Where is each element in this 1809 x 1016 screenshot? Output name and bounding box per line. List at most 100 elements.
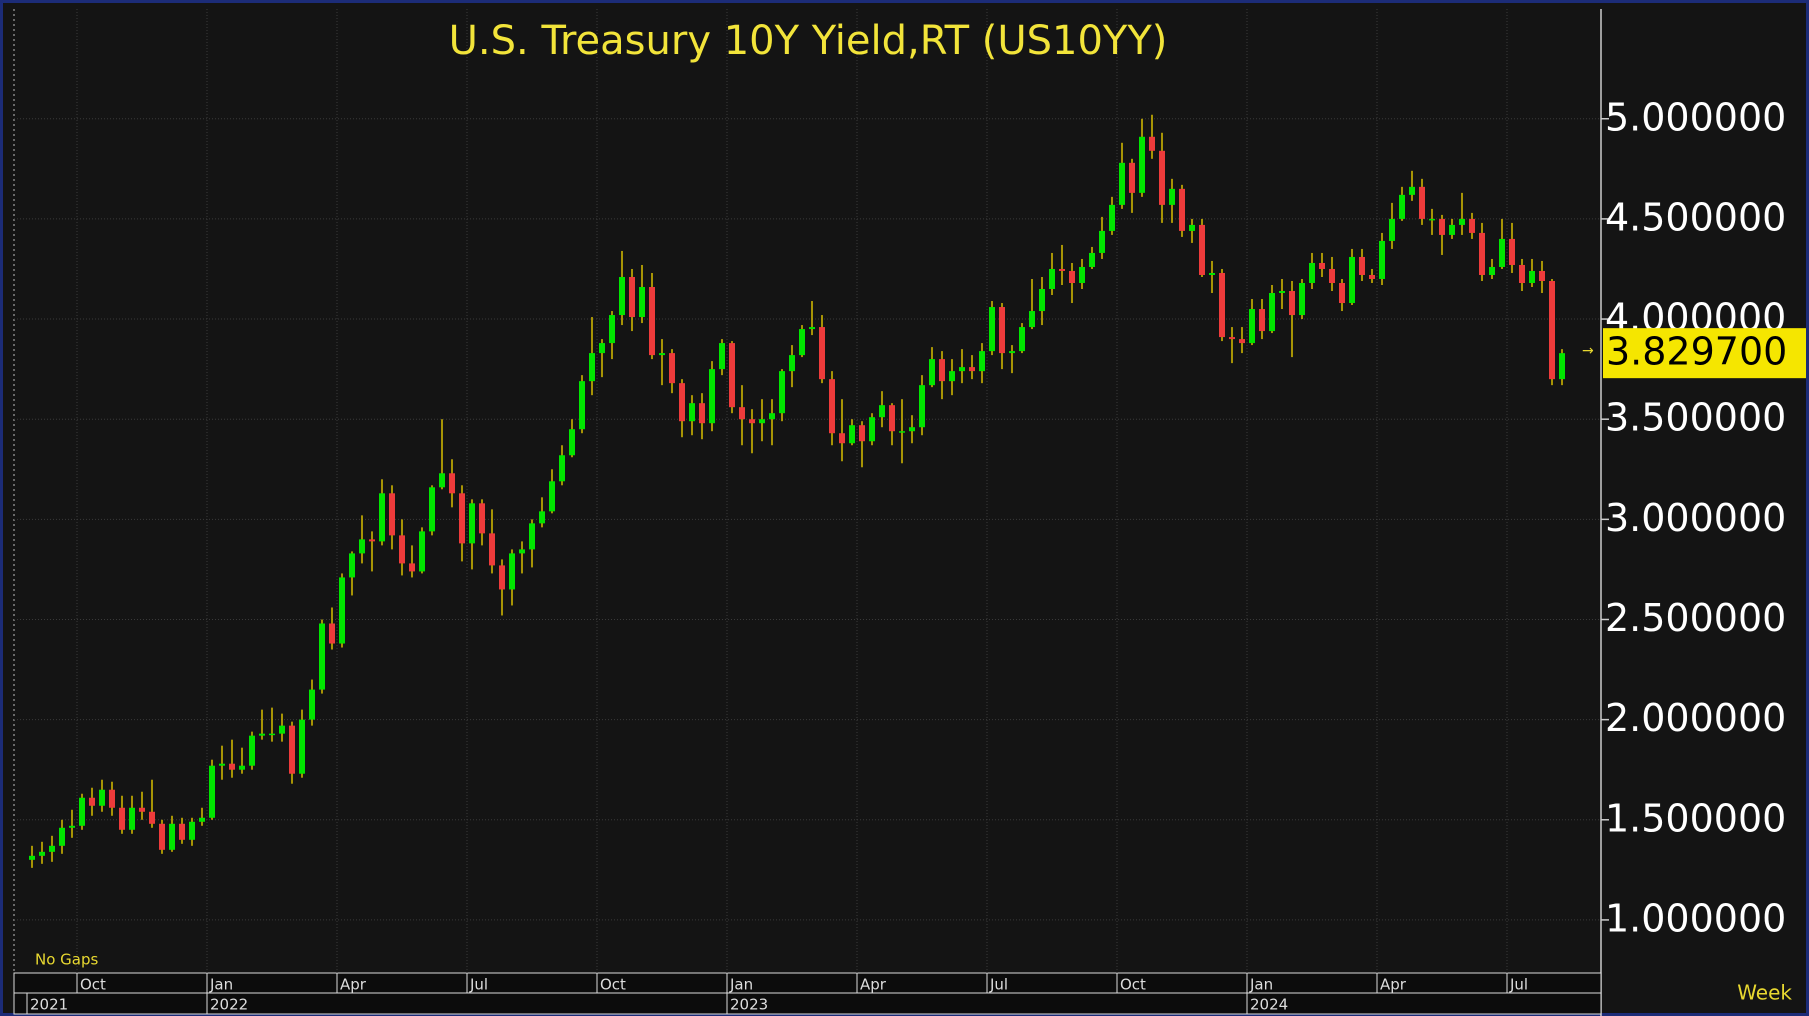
period-label: Week xyxy=(1737,981,1792,1005)
candle-body xyxy=(1189,224,1195,231)
candle-body xyxy=(1489,266,1495,275)
candle-body xyxy=(679,383,685,422)
candle-body xyxy=(1179,188,1185,231)
candle-body xyxy=(949,371,955,382)
candle-body xyxy=(1539,270,1545,281)
x-tick-label: Apr xyxy=(340,976,367,994)
candle-body xyxy=(409,563,415,572)
candle-body xyxy=(769,413,775,420)
candle-body xyxy=(939,359,945,382)
candle-body xyxy=(369,539,375,542)
candle-body xyxy=(1479,232,1485,275)
candle-body xyxy=(759,419,765,424)
candle-body xyxy=(159,823,165,850)
candle-body xyxy=(979,351,985,372)
candle-body xyxy=(799,329,805,356)
candle-body xyxy=(1029,311,1035,328)
year-tick-label: 2021 xyxy=(30,996,68,1014)
candle-body xyxy=(629,276,635,318)
candles xyxy=(29,114,1565,868)
candle-body xyxy=(969,367,975,372)
last-value-label: 3.829700 xyxy=(1606,330,1787,374)
candle-body xyxy=(1129,162,1135,193)
candle-body xyxy=(389,493,395,536)
candle-body xyxy=(1239,339,1245,344)
y-tick-label: 1.000000 xyxy=(1605,896,1786,940)
candle-body xyxy=(129,807,135,830)
candle-body xyxy=(1329,268,1335,283)
candle-body xyxy=(149,811,155,824)
candle-body xyxy=(1369,274,1375,279)
candle-body xyxy=(1099,230,1105,253)
candle-body xyxy=(419,531,425,572)
candle-body xyxy=(1339,282,1345,304)
candle-body xyxy=(549,481,555,512)
candle-body xyxy=(599,343,605,354)
x-tick-label: Apr xyxy=(860,976,887,994)
candle-body xyxy=(1349,256,1355,304)
candle-body xyxy=(59,827,65,846)
candle-body xyxy=(359,539,365,554)
y-tick-label: 3.500000 xyxy=(1605,396,1786,440)
candle-body xyxy=(1559,353,1565,380)
candle-body xyxy=(189,821,195,840)
candle-body xyxy=(1379,240,1385,279)
candle-body xyxy=(499,565,505,590)
candle-body xyxy=(709,369,715,424)
candle-body xyxy=(239,765,245,770)
candle-body xyxy=(309,689,315,720)
candle-body xyxy=(999,307,1005,354)
candle-body xyxy=(79,797,85,826)
candle-body xyxy=(729,343,735,408)
candle-body xyxy=(1419,186,1425,219)
candle-body xyxy=(249,735,255,766)
candle-body xyxy=(1089,252,1095,267)
candle-body xyxy=(1159,150,1165,205)
candle-body xyxy=(699,403,705,424)
candle-body xyxy=(909,427,915,432)
candle-body xyxy=(1249,309,1255,344)
candle-body xyxy=(179,823,185,840)
candle-body xyxy=(669,353,675,384)
candle-body xyxy=(1209,272,1215,275)
x-tick-label: Oct xyxy=(1120,976,1146,994)
x-tick-label: Jul xyxy=(989,976,1008,994)
candle-body xyxy=(919,385,925,428)
candle-body xyxy=(1269,293,1275,332)
candle-body xyxy=(169,823,175,850)
candle-body xyxy=(1259,309,1265,332)
candle-body xyxy=(579,381,585,430)
candle-body xyxy=(1359,256,1365,275)
candle-body xyxy=(1219,272,1225,338)
candle-body xyxy=(649,287,655,356)
candle-body xyxy=(619,276,625,316)
candle-body xyxy=(1399,194,1405,219)
candle-body xyxy=(1299,282,1305,316)
candle-body xyxy=(1409,186,1415,195)
y-tick-label: 4.500000 xyxy=(1605,195,1786,239)
candle-body xyxy=(29,855,35,860)
candle-body xyxy=(1429,218,1435,221)
candle-body xyxy=(479,503,485,534)
candle-body xyxy=(659,353,665,356)
candle-body xyxy=(319,623,325,690)
x-tick-label: Jan xyxy=(209,976,233,994)
candle-body xyxy=(99,789,105,806)
candle-body xyxy=(1509,238,1515,265)
candle-body xyxy=(839,433,845,444)
candle-body xyxy=(69,825,75,828)
candle-body xyxy=(509,553,515,590)
candle-body xyxy=(119,807,125,830)
candle-body xyxy=(219,763,225,766)
candle-body xyxy=(399,535,405,564)
candle-body xyxy=(809,327,815,330)
candle-body xyxy=(349,553,355,578)
candle-body xyxy=(639,287,645,318)
candle-body xyxy=(299,719,305,774)
x-tick-label: Oct xyxy=(600,976,626,994)
candle-body xyxy=(569,429,575,456)
candle-body xyxy=(779,371,785,414)
last-value-arrow: → xyxy=(1582,343,1594,359)
y-tick-label: 2.000000 xyxy=(1605,696,1786,740)
